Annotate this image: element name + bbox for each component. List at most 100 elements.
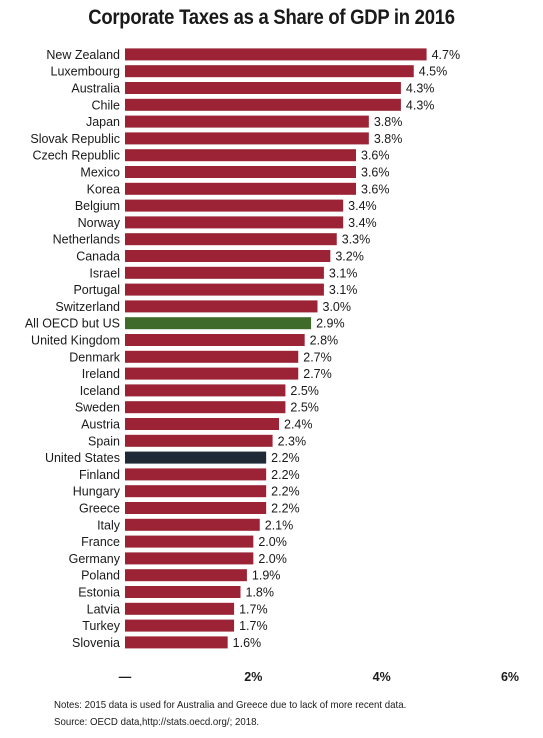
value-label: 2.2% bbox=[271, 502, 300, 516]
value-label: 1.7% bbox=[239, 619, 267, 633]
chart-title: Corporate Taxes as a Share of GDP in 201… bbox=[88, 6, 455, 29]
value-label: 3.0% bbox=[323, 300, 352, 314]
value-label: 3.6% bbox=[361, 166, 390, 180]
category-label: Greece bbox=[79, 502, 120, 516]
bar bbox=[125, 586, 241, 598]
bar bbox=[125, 182, 356, 195]
x-tick-label: 4% bbox=[373, 670, 391, 684]
notes-text: Notes: 2015 data is used for Australia a… bbox=[54, 699, 407, 711]
value-label: 2.7% bbox=[303, 350, 332, 364]
bar bbox=[125, 216, 344, 229]
category-label: Czech Republic bbox=[32, 149, 120, 163]
value-label: 2.3% bbox=[278, 434, 307, 448]
category-label: Poland bbox=[81, 569, 120, 583]
value-label: 2.4% bbox=[284, 418, 313, 432]
category-label: Australia bbox=[71, 82, 120, 96]
value-label: 3.8% bbox=[374, 115, 403, 129]
bar bbox=[125, 65, 414, 78]
category-label: Norway bbox=[78, 216, 121, 230]
category-label: Denmark bbox=[69, 350, 120, 364]
bar bbox=[125, 451, 267, 464]
category-label: Ireland bbox=[82, 367, 120, 381]
value-label: 2.2% bbox=[271, 451, 300, 465]
bar bbox=[125, 300, 318, 313]
category-label: Germany bbox=[69, 552, 121, 566]
category-label: Mexico bbox=[80, 166, 120, 180]
category-label: France bbox=[81, 535, 120, 549]
category-label: Latvia bbox=[87, 602, 120, 616]
x-tick-label: 2% bbox=[244, 670, 262, 684]
category-label: Netherlands bbox=[53, 233, 120, 247]
bar bbox=[125, 468, 267, 481]
bar bbox=[125, 418, 279, 430]
value-label: 1.8% bbox=[246, 586, 275, 600]
bar bbox=[125, 518, 260, 531]
category-label: Slovak Republic bbox=[30, 132, 120, 146]
bar bbox=[125, 367, 299, 380]
bar bbox=[125, 48, 427, 61]
category-label: Switzerland bbox=[55, 300, 120, 314]
bar bbox=[125, 569, 247, 582]
bar bbox=[125, 317, 312, 330]
bar bbox=[125, 334, 305, 346]
category-label: All OECD but US bbox=[25, 317, 120, 331]
value-label: 4.3% bbox=[406, 98, 435, 112]
category-label: Turkey bbox=[82, 619, 120, 633]
x-tick-label: 6% bbox=[501, 670, 519, 684]
category-label: Belgium bbox=[75, 199, 120, 213]
value-label: 3.4% bbox=[348, 199, 377, 213]
bar bbox=[125, 384, 286, 397]
category-label: Sweden bbox=[75, 401, 120, 415]
value-label: 2.1% bbox=[265, 518, 294, 532]
category-label: Portugal bbox=[73, 283, 120, 297]
bar bbox=[125, 502, 267, 514]
bar bbox=[125, 98, 401, 111]
bar bbox=[125, 350, 299, 363]
category-label: Estonia bbox=[78, 586, 120, 600]
value-label: 2.5% bbox=[290, 401, 319, 415]
value-label: 4.5% bbox=[419, 65, 448, 79]
bar bbox=[125, 166, 356, 178]
category-label: Finland bbox=[79, 468, 120, 482]
category-label: Israel bbox=[89, 266, 120, 280]
category-label: Luxembourg bbox=[51, 65, 121, 79]
value-label: 3.6% bbox=[361, 182, 390, 196]
category-label: Chile bbox=[92, 98, 121, 112]
value-label: 2.7% bbox=[303, 367, 332, 381]
value-label: 2.0% bbox=[258, 552, 287, 566]
category-label: Canada bbox=[76, 250, 120, 264]
category-label: Japan bbox=[86, 115, 120, 129]
value-label: 2.2% bbox=[271, 468, 300, 482]
bar bbox=[125, 619, 235, 632]
value-label: 2.9% bbox=[316, 317, 345, 331]
source-text: Source: OECD data,http://stats.oecd.org/… bbox=[54, 716, 260, 728]
value-label: 1.9% bbox=[252, 569, 281, 583]
value-label: 3.8% bbox=[374, 132, 403, 146]
category-label: Italy bbox=[97, 518, 121, 532]
value-label: 2.8% bbox=[310, 334, 339, 348]
category-label: Austria bbox=[81, 418, 120, 432]
bar bbox=[125, 552, 254, 565]
bar bbox=[125, 250, 331, 262]
x-tick-label: — bbox=[119, 670, 132, 684]
value-label: 2.2% bbox=[271, 485, 300, 499]
category-label: Slovenia bbox=[72, 636, 120, 650]
bar bbox=[125, 132, 369, 145]
category-label: New Zealand bbox=[46, 48, 120, 62]
category-label: Korea bbox=[87, 182, 120, 196]
chart-notes: Notes: 2015 data is used for Australia a… bbox=[54, 697, 406, 731]
bar bbox=[125, 535, 254, 548]
bar bbox=[125, 434, 273, 447]
value-label: 3.1% bbox=[329, 283, 358, 297]
value-label: 3.1% bbox=[329, 266, 358, 280]
category-label: Spain bbox=[88, 434, 120, 448]
bar bbox=[125, 485, 267, 498]
value-label: 3.2% bbox=[335, 250, 364, 264]
category-label: Hungary bbox=[73, 485, 121, 499]
bar bbox=[125, 149, 356, 162]
value-label: 4.3% bbox=[406, 82, 435, 96]
value-label: 2.5% bbox=[290, 384, 319, 398]
value-label: 2.0% bbox=[258, 535, 287, 549]
bar bbox=[125, 233, 337, 246]
